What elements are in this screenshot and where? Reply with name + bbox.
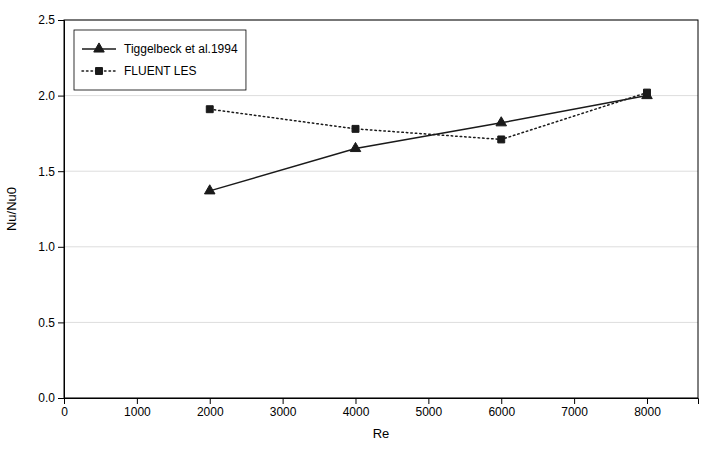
grid-line: [64, 171, 698, 172]
tick-mark: [283, 398, 284, 404]
legend-items: Tiggelbeck et al.1994 FLUENT LES: [82, 42, 238, 78]
point: [206, 106, 213, 113]
grid-line: [64, 246, 698, 247]
tick-label: 3000: [270, 405, 297, 419]
tick-mark: [647, 398, 648, 404]
tick: 0.0: [38, 391, 64, 405]
tick-label: 1.0: [38, 240, 55, 254]
tick-label: 2.5: [38, 13, 55, 27]
tick: 2000: [197, 398, 224, 419]
tick-mark: [428, 398, 429, 404]
grid: [64, 20, 698, 398]
point: [642, 90, 653, 99]
series-group: [204, 89, 652, 194]
tick: 7000: [561, 398, 588, 419]
x-axis: 0 1000 2000 3000 4000 5000 6000 7000 8000: [61, 398, 698, 419]
legend-marker: [96, 68, 103, 75]
axis-line: [58, 21, 65, 399]
legend-frame: [74, 30, 246, 90]
y-axis-title: Nu/Nu0: [4, 187, 19, 231]
tick: 5000: [416, 398, 443, 419]
tick: 0: [61, 398, 68, 419]
point: [204, 185, 215, 194]
point: [496, 117, 507, 126]
tick-mark: [501, 398, 502, 404]
tick-label: 2.0: [38, 89, 55, 103]
tick-label: 0.5: [38, 316, 55, 330]
tick: 2.0: [38, 89, 64, 103]
legend-item: FLUENT LES: [82, 64, 196, 78]
legend-item: Tiggelbeck et al.1994: [82, 42, 238, 56]
plot: 0 1000 2000 3000 4000 5000 6000 7000 8000 0.0 0.5 1…: [38, 13, 698, 418]
legend-label: Tiggelbeck et al.1994: [124, 42, 238, 56]
tick-mark: [355, 398, 356, 404]
tick-mark: [210, 398, 211, 404]
series-line: [210, 93, 647, 140]
tick-mark: [137, 398, 138, 404]
tick-label: 0: [61, 405, 68, 419]
tick-label: 1.5: [38, 165, 55, 179]
legend: Tiggelbeck et al.1994 FLUENT LES: [74, 30, 246, 90]
legend-label: FLUENT LES: [124, 64, 196, 78]
tick: 1.0: [38, 240, 64, 254]
tick: 6000: [488, 398, 515, 419]
point: [498, 136, 505, 143]
chart: 0 1000 2000 3000 4000 5000 6000 7000 8000 0.0 0.5 1…: [0, 0, 722, 450]
tick: 3000: [270, 398, 297, 419]
grid-line: [64, 95, 698, 96]
tick: 2.5: [38, 13, 64, 27]
point: [644, 89, 651, 96]
tick-mark: [58, 322, 64, 323]
tick-mark: [58, 96, 64, 97]
tick: 0.5: [38, 316, 64, 330]
point: [352, 125, 359, 132]
y-axis: 0.0 0.5 1.0 1.5 2.0 2.5: [38, 13, 64, 405]
tick: 1000: [124, 398, 151, 419]
tick-label: 7000: [561, 405, 588, 419]
tick-label: 1000: [124, 405, 151, 419]
tick-label: 0.0: [38, 391, 55, 405]
tick-label: 6000: [488, 405, 515, 419]
point: [350, 142, 361, 151]
tick-label: 5000: [416, 405, 443, 419]
plot-frame: [64, 20, 698, 398]
tick-mark: [574, 398, 575, 404]
tick: 4000: [343, 398, 370, 419]
tick-mark: [58, 171, 64, 172]
legend-marker: [94, 43, 105, 52]
series-line: [210, 96, 647, 191]
x-axis-title: Re: [373, 426, 390, 441]
tick: 8000: [634, 398, 661, 419]
axis-line: [65, 399, 699, 405]
tick: 1.5: [38, 165, 64, 179]
tick-mark: [58, 398, 64, 399]
tick-label: 8000: [634, 405, 661, 419]
tick-label: 4000: [343, 405, 370, 419]
tick-mark: [58, 247, 64, 248]
grid-line: [64, 322, 698, 323]
tick-mark: [58, 20, 64, 21]
tick-label: 2000: [197, 405, 224, 419]
